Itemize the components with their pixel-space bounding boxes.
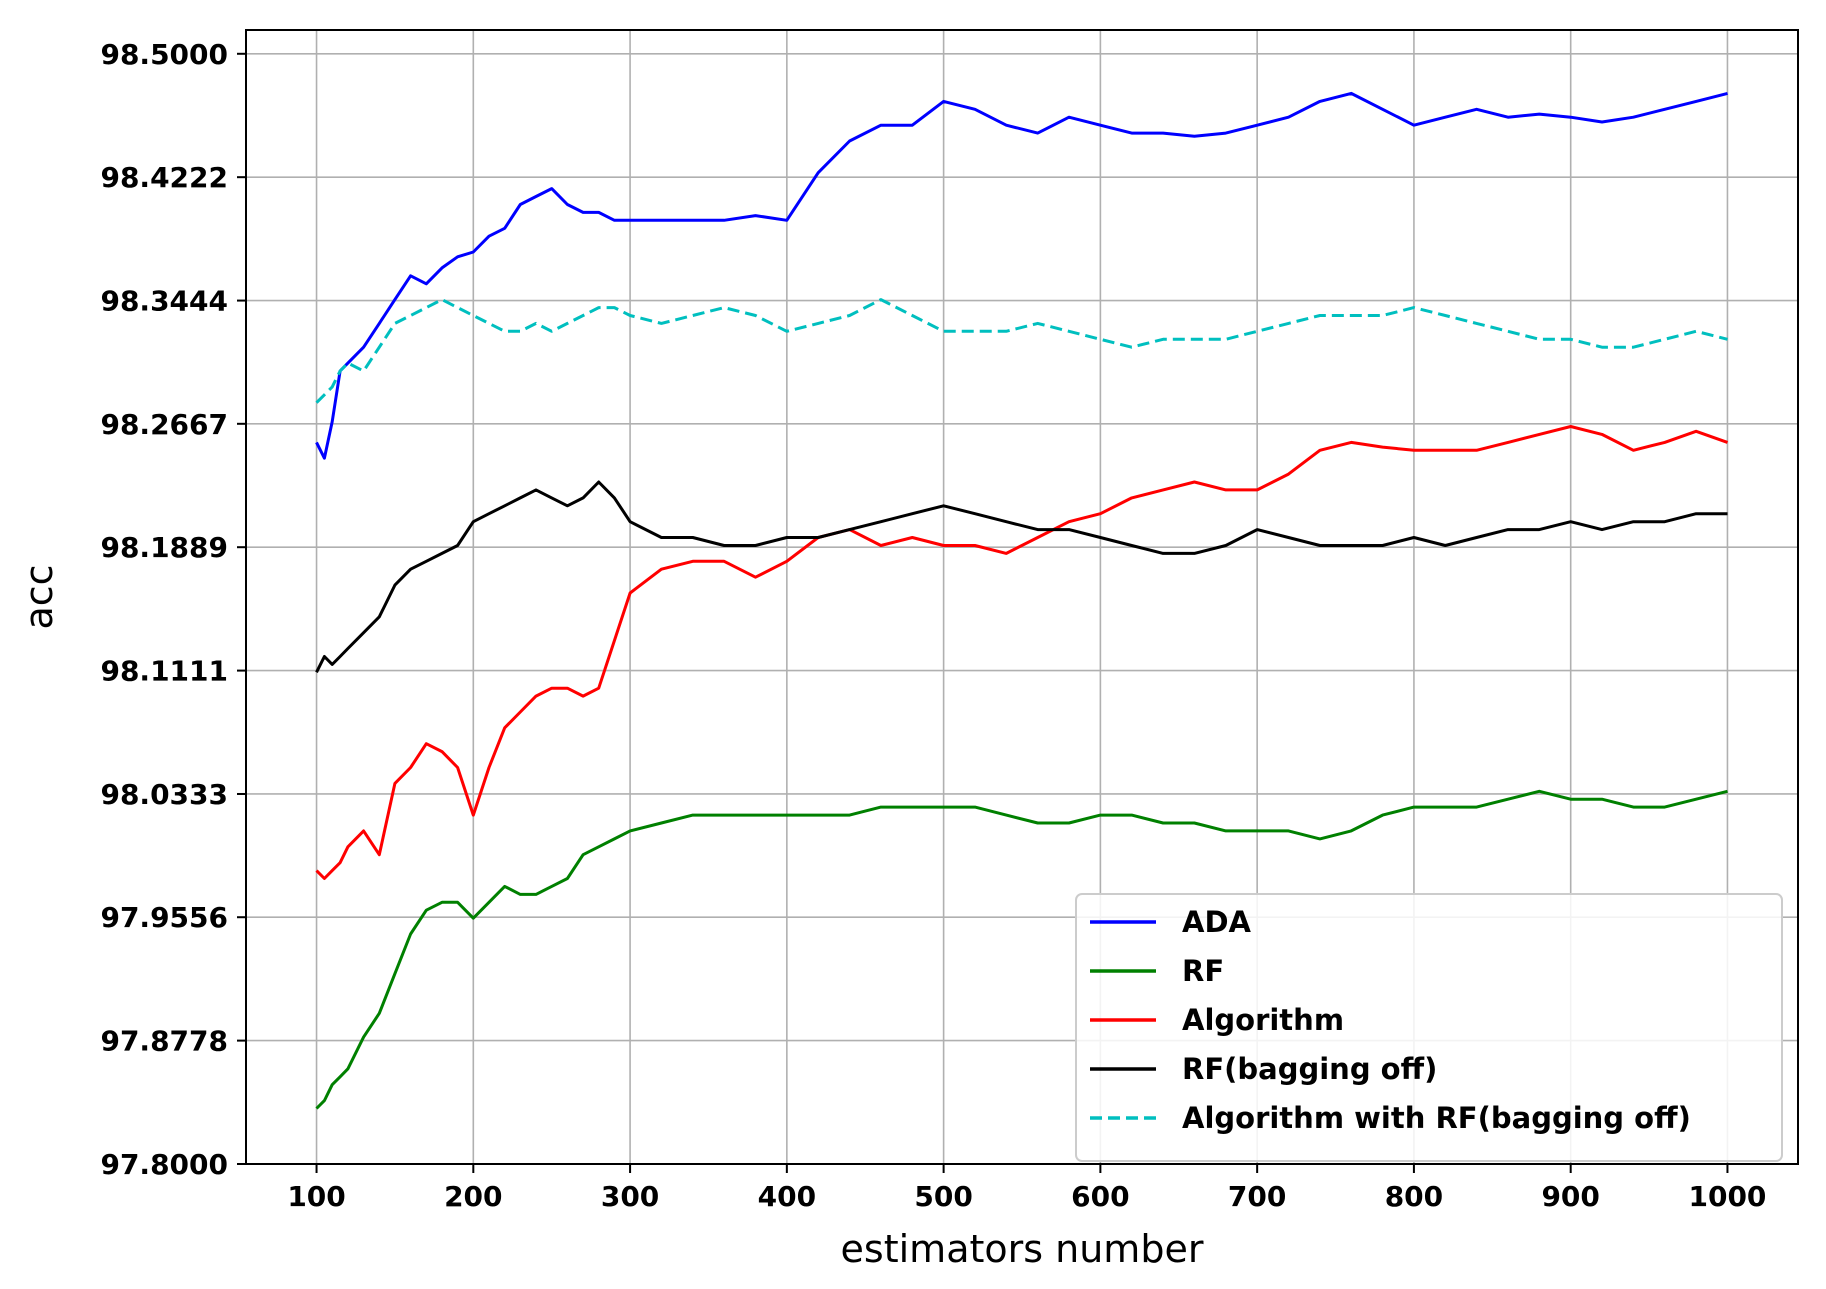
y-axis-label: acc <box>17 564 61 629</box>
series-line-rf <box>315 789 1728 1110</box>
x-tick-label: 600 <box>1071 1180 1129 1213</box>
y-tick-label: 98.2667 <box>100 408 228 441</box>
y-tick-label: 98.1889 <box>100 531 228 564</box>
legend: ADA RF Algorithm RF(bagging off) Algorithm w… <box>1075 893 1783 1162</box>
series-line-algorithm-with-rf-bagging-off <box>315 298 1728 404</box>
series-line-ada <box>315 91 1728 460</box>
legend-label: ADA <box>1182 905 1252 939</box>
legend-box <box>1075 893 1783 1162</box>
x-tick-label: 800 <box>1385 1180 1443 1213</box>
x-tick-label: 1000 <box>1688 1180 1766 1213</box>
x-tick-label: 900 <box>1541 1180 1599 1213</box>
y-tick-label: 98.3444 <box>100 285 228 318</box>
x-axis-ticks: 100 200 300 400 500 600 700 800 900 1000 <box>287 1164 1766 1213</box>
legend-label: Algorithm <box>1182 1003 1344 1037</box>
y-tick-label: 98.0333 <box>100 778 228 811</box>
x-tick-label: 200 <box>444 1180 502 1213</box>
series-line-rf-bagging-off <box>315 480 1728 673</box>
y-tick-label: 98.5000 <box>100 38 228 71</box>
x-tick-label: 400 <box>758 1180 816 1213</box>
plot-area-frame <box>245 29 1799 1165</box>
y-tick-label: 97.9556 <box>100 901 228 934</box>
legend-label: RF(bagging off) <box>1182 1052 1437 1086</box>
legend-label: RF <box>1182 954 1224 988</box>
x-tick-label: 300 <box>601 1180 659 1213</box>
y-tick-label: 98.4222 <box>100 161 228 194</box>
y-tick-label: 97.8000 <box>100 1148 228 1181</box>
legend-label: Algorithm with RF(bagging off) <box>1182 1101 1691 1135</box>
y-axis-ticks: 97.8000 97.8778 97.9556 98.0333 98.1111 98.18… <box>100 38 246 1181</box>
x-axis-label: estimators number <box>841 1227 1204 1271</box>
y-tick-label: 98.1111 <box>100 655 228 688</box>
series-lines <box>315 91 1728 1110</box>
y-tick-label: 97.8778 <box>100 1025 228 1058</box>
x-tick-label: 100 <box>287 1180 345 1213</box>
x-tick-label: 500 <box>914 1180 972 1213</box>
x-tick-label: 700 <box>1228 1180 1286 1213</box>
